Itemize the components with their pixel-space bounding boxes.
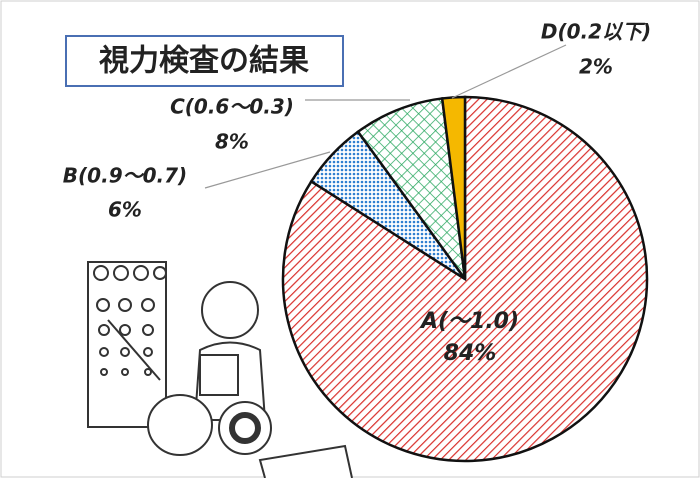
value-label: 6%: [108, 198, 142, 222]
slice-label: B(0.9～0.7): [63, 164, 187, 188]
chart-title: 視力検査の結果: [99, 44, 309, 79]
slice-label: D(0.2以下): [541, 20, 651, 44]
value-label: 8%: [215, 130, 249, 154]
value-label: 84%: [444, 341, 497, 366]
slice-label: C(0.6～0.3): [170, 95, 294, 119]
value-label: 2%: [579, 55, 613, 79]
chart: 視力検査の結果 A(～1.0) 84% B(0.9～0.7) 6% C(0.6～0.3)…: [0, 0, 700, 478]
slice-label: A(～1.0): [419, 309, 519, 334]
